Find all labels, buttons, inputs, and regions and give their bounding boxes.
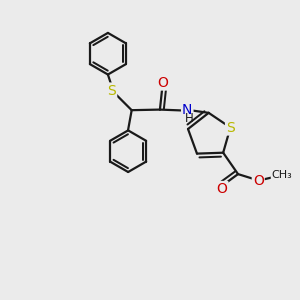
Text: S: S <box>107 84 116 98</box>
Text: N: N <box>182 103 193 118</box>
Text: O: O <box>157 76 168 89</box>
Text: H: H <box>185 112 194 125</box>
Text: S: S <box>226 121 235 134</box>
Text: O: O <box>217 182 227 196</box>
Text: CH₃: CH₃ <box>272 170 292 180</box>
Text: O: O <box>253 174 264 188</box>
